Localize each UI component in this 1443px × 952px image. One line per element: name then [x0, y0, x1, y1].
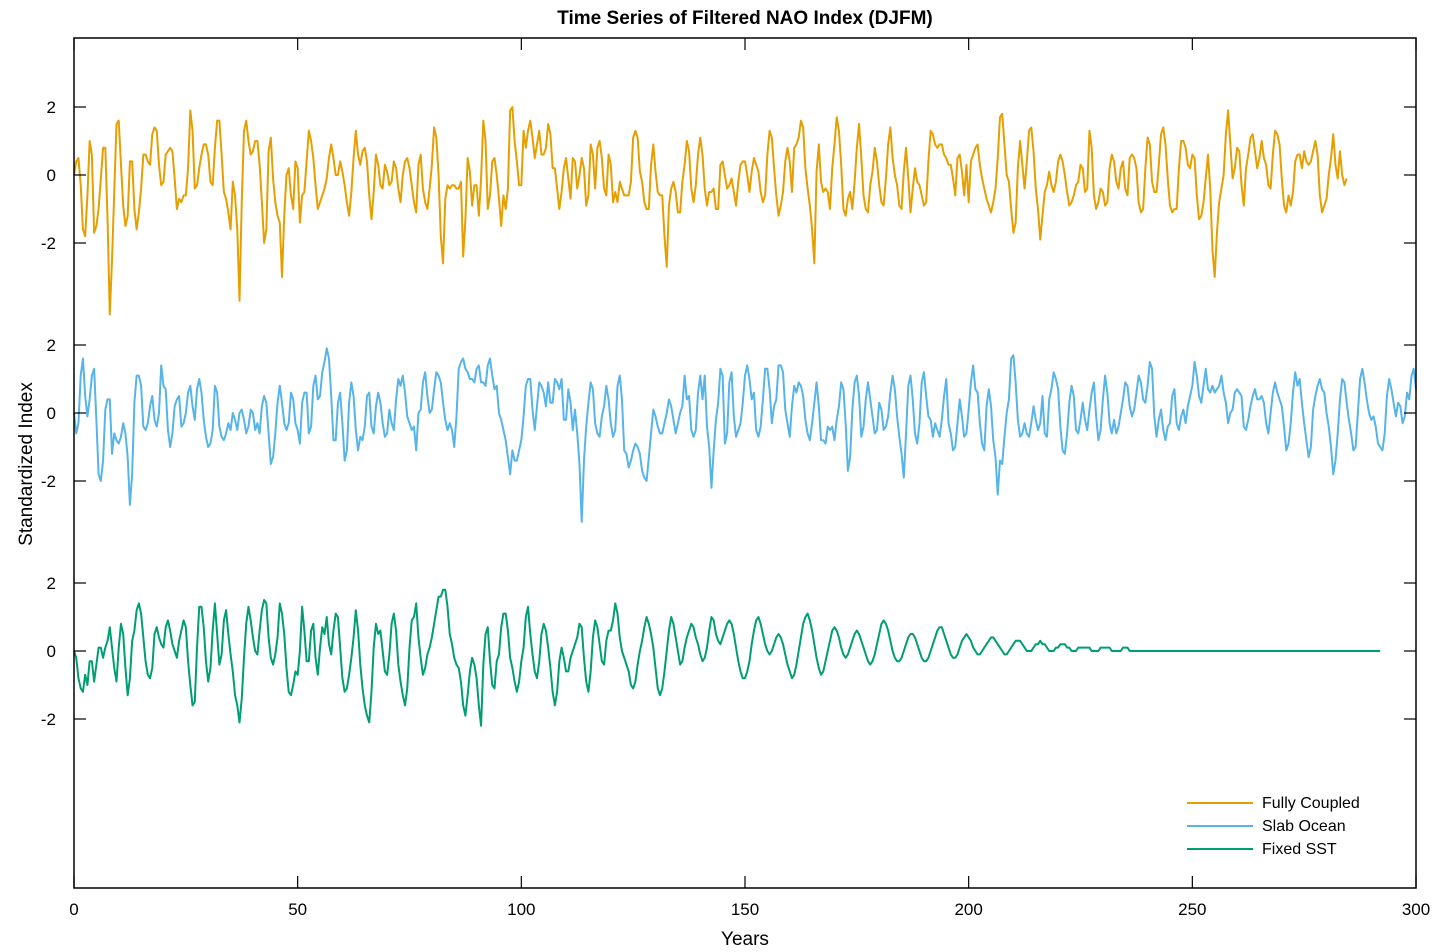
- y-axis-label: Standardized Index: [16, 382, 37, 546]
- x-tick-label: 50: [288, 900, 307, 919]
- series-line-1: [73, 347, 1417, 523]
- x-tick-label: 100: [507, 900, 535, 919]
- x-tick-label: 300: [1402, 900, 1430, 919]
- x-axis-label: Years: [721, 929, 769, 950]
- y-tick-label: 2: [47, 336, 56, 355]
- legend-label: Slab Ocean: [1262, 818, 1346, 835]
- x-tick-label: 150: [731, 900, 759, 919]
- y-tick-label: 0: [47, 404, 56, 423]
- y-tick-label: 0: [47, 642, 56, 661]
- x-tick-label: 250: [1178, 900, 1206, 919]
- legend-label: Fixed SST: [1262, 841, 1337, 858]
- series-layer: [73, 106, 1417, 727]
- legend: Fully Coupled Slab Ocean Fixed SST: [1187, 795, 1360, 858]
- x-tick-label: 0: [69, 900, 78, 919]
- legend-label: Fully Coupled: [1262, 795, 1360, 812]
- y-tick-label: -2: [41, 710, 56, 729]
- y-tick-label: -2: [41, 234, 56, 253]
- y-tick-label: 2: [47, 574, 56, 593]
- y-tick-label: 0: [47, 166, 56, 185]
- y-tick-label: -2: [41, 472, 56, 491]
- ticks-layer: 0 50 100 150 200 250 300 2 0 -2 2 0 -2 2 0 -2: [41, 38, 1430, 919]
- y-tick-label: 2: [47, 98, 56, 117]
- x-tick-label: 200: [954, 900, 982, 919]
- chart-title: Time Series of Filtered NAO Index (DJFM): [557, 8, 933, 29]
- series-line-0: [73, 106, 1348, 316]
- series-line-2: [73, 588, 1381, 727]
